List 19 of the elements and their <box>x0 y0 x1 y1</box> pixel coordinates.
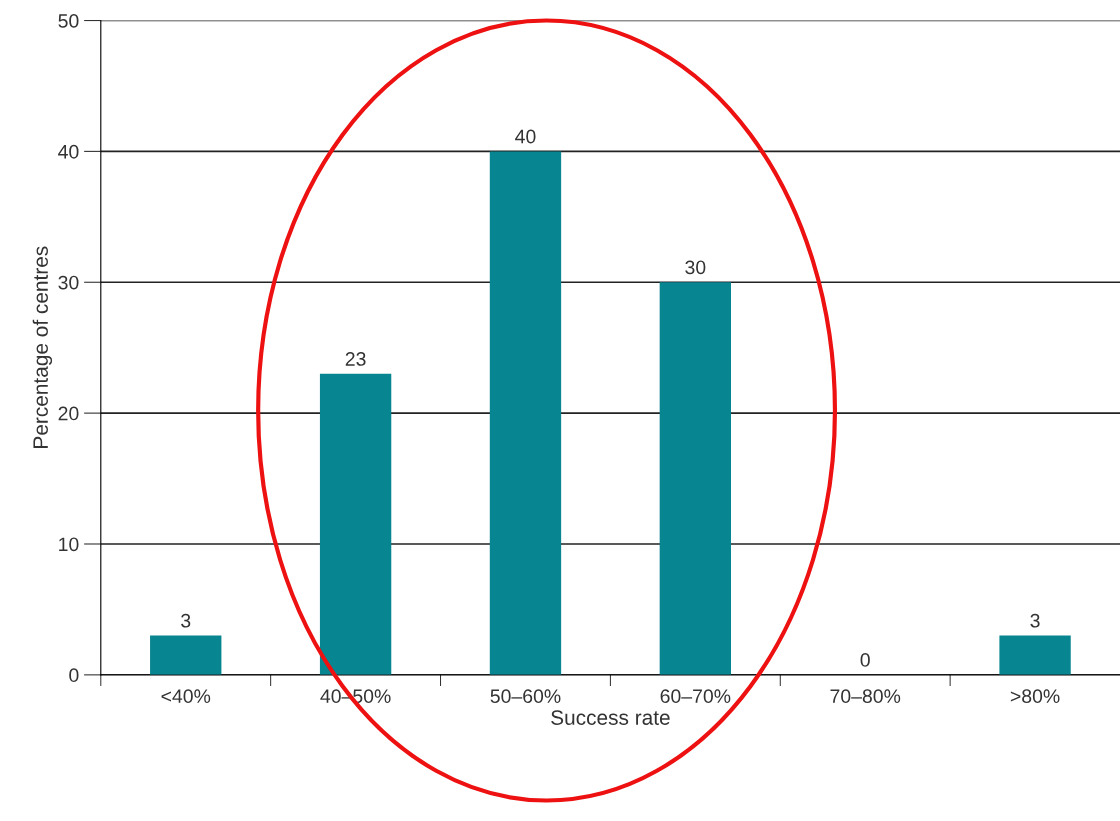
y-tick-label: 40 <box>58 144 79 159</box>
y-axis-title: Percentage of centres <box>32 246 53 448</box>
data-label: 3 <box>1030 613 1040 628</box>
x-axis-title: Success rate <box>551 710 670 725</box>
x-tick-label: >80% <box>1010 689 1060 704</box>
y-tick-label: 0 <box>69 668 79 683</box>
data-label: 30 <box>685 260 706 275</box>
data-label: 0 <box>860 653 870 667</box>
y-tick-label: 10 <box>59 537 79 552</box>
x-tick-label: 70–80% <box>830 689 901 704</box>
y-tick-label: 20 <box>58 406 79 421</box>
y-tick-label: 50 <box>58 13 79 28</box>
x-tick-label: <40% <box>161 689 211 704</box>
data-label: 23 <box>345 352 366 366</box>
x-tick-label: 60–70% <box>660 689 731 704</box>
x-tick-label: 50–60% <box>490 689 561 704</box>
data-label: 40 <box>515 129 536 144</box>
y-tick-label: 30 <box>58 275 79 290</box>
data-label: 3 <box>181 613 191 628</box>
